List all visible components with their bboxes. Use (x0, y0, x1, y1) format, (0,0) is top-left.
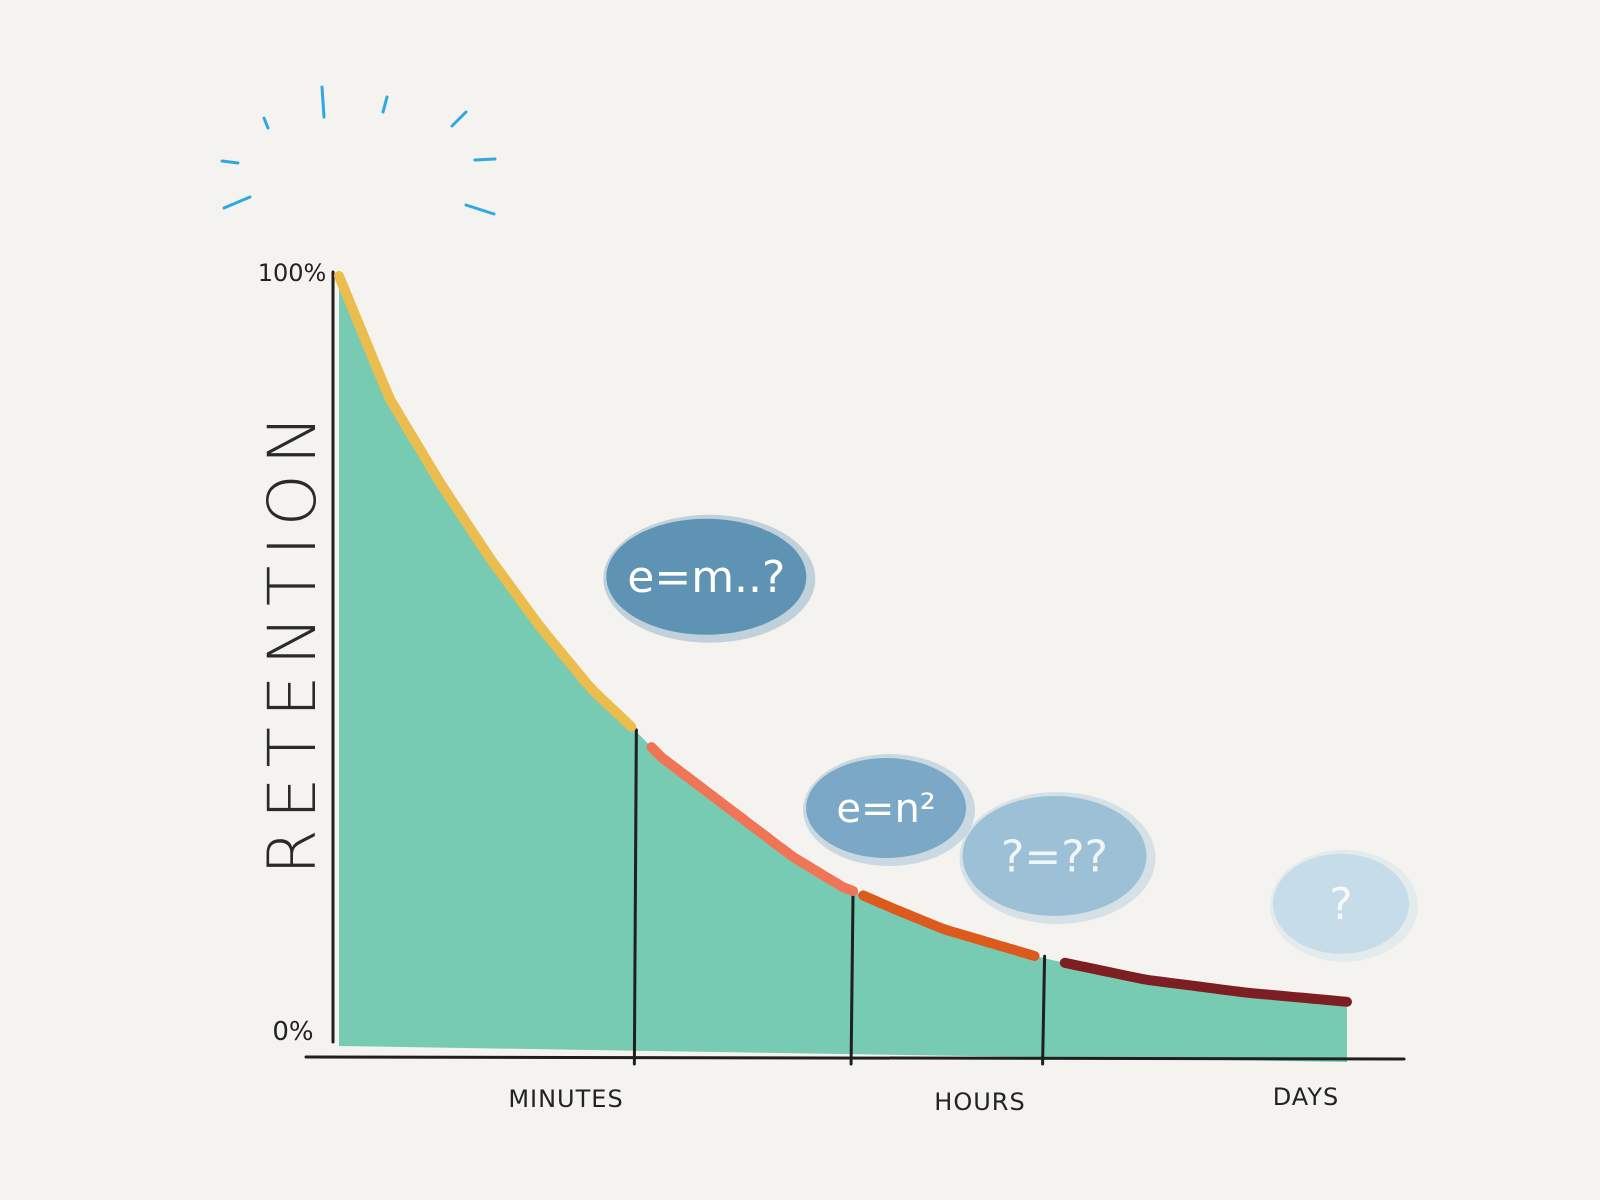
curve-segment-hours-early (646, 742, 859, 896)
curve-segment-hours-late (858, 890, 1040, 961)
stage-divider-2 (849, 887, 855, 1066)
stage-divider-3 (1041, 954, 1047, 1066)
area-fill-layer (339, 276, 1347, 1062)
thought-bubble-4: ?=?? (959, 791, 1156, 924)
y-tick-label-top: 100% (258, 259, 327, 287)
stage-divider-1 (632, 728, 638, 1066)
x-axis-line (304, 1055, 1406, 1061)
bubble-text: ? (1329, 879, 1352, 930)
bubble-text: ?=?? (1001, 831, 1108, 882)
curve-segments-layer (334, 271, 1352, 1007)
y-axis-title: RETENTION (254, 405, 331, 875)
bubble-shape (606, 518, 807, 635)
x-label-days: DAYS (1273, 1083, 1340, 1111)
x-label-hours: HOURS (934, 1088, 1025, 1116)
bubble-shape (962, 795, 1147, 916)
sun-rays (220, 85, 497, 216)
y-tick-label-bottom: 0% (272, 1017, 313, 1047)
axes-layer (304, 270, 1406, 1061)
annotation-bubbles-layer: e=mc²e=m..?e=n²?=??? (603, 514, 1418, 962)
bubble-text: e=m..? (627, 552, 785, 603)
thought-bubble-5: ? (1270, 849, 1418, 962)
thought-bubble-3: e=n² (803, 754, 976, 867)
divider-layer (632, 728, 1047, 1066)
retention-area (339, 276, 1347, 1062)
bubble-shape (806, 758, 967, 859)
x-label-minutes: MINUTES (508, 1085, 623, 1113)
bubble-shape (1273, 853, 1409, 954)
thought-bubble-2: e=m..? (603, 514, 816, 643)
curve-segment-days (1059, 957, 1352, 1007)
curve-segment-minutes (334, 271, 637, 732)
bubble-text: e=n² (836, 786, 936, 832)
